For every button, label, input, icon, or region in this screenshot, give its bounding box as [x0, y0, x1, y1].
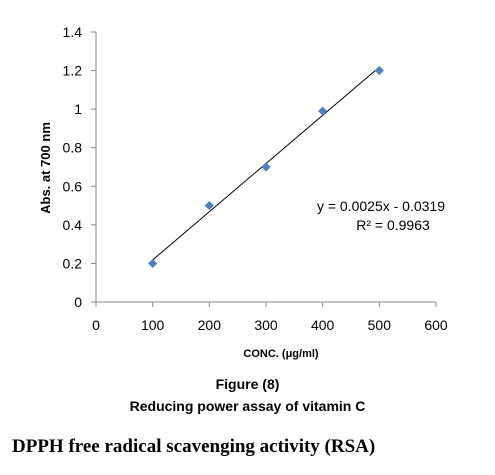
- data-points: [148, 65, 384, 269]
- y-axis-ticks: 0 0.2 0.4 0.6 0.8 1 1.2 1.4: [63, 24, 96, 310]
- x-tick-label: 100: [141, 317, 165, 333]
- x-tick-label: 500: [368, 317, 392, 333]
- x-axis-label: CONC. (μg/ml): [243, 348, 319, 360]
- r-squared-label: R² = 0.9963: [356, 217, 430, 233]
- y-tick-label: 0.8: [63, 140, 83, 156]
- x-tick-label: 0: [92, 317, 100, 333]
- data-point-marker: [374, 65, 384, 76]
- y-axis-label: Abs. at 700 nm: [38, 122, 53, 214]
- y-tick-label: 1: [74, 101, 82, 117]
- data-point-marker: [148, 258, 158, 269]
- y-tick-label: 1.4: [63, 24, 83, 40]
- x-axis-ticks: 0 100 200 300 400 500 600: [92, 302, 448, 333]
- data-point-marker: [318, 106, 328, 116]
- x-tick-label: 200: [198, 317, 222, 333]
- y-tick-label: 0.2: [63, 255, 83, 271]
- x-tick-label: 400: [311, 317, 335, 333]
- y-tick-label: 0.6: [63, 178, 83, 194]
- data-point-marker: [261, 162, 271, 172]
- section-heading: DPPH free radical scavenging activity (R…: [12, 436, 376, 457]
- y-tick-label: 0: [74, 294, 82, 310]
- trendline-equation: y = 0.0025x - 0.0319: [317, 198, 445, 214]
- y-tick-label: 1.2: [63, 63, 83, 79]
- figure-title: Reducing power assay of vitamin C: [129, 398, 366, 414]
- data-point-marker: [204, 200, 214, 211]
- x-tick-label: 300: [254, 317, 278, 333]
- x-tick-label: 600: [424, 317, 448, 333]
- y-tick-label: 0.4: [63, 217, 83, 233]
- figure-label: Figure (8): [215, 376, 280, 392]
